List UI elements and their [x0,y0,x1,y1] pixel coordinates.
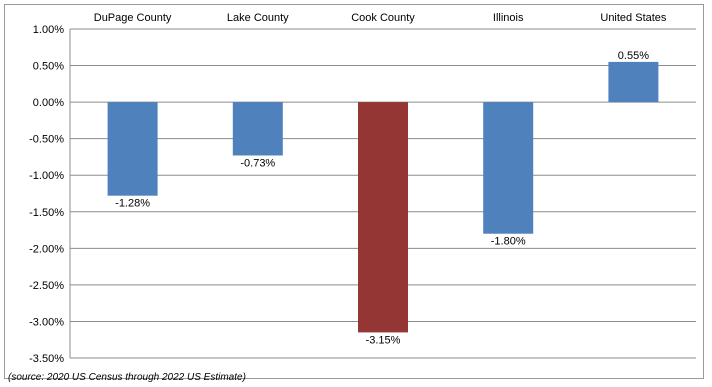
y-tick-label: 0.00% [33,97,64,109]
data-label: 0.55% [618,50,649,62]
bar [483,102,534,234]
chart-frame [4,4,704,379]
data-label: -1.28% [115,198,150,210]
data-label: -0.73% [240,157,275,169]
source-note: (source: 2020 US Census through 2022 US … [8,372,246,383]
category-label: United States [600,12,667,24]
category-label: Illinois [493,12,524,24]
category-label: DuPage County [94,12,172,24]
y-tick-label: -2.00% [29,243,64,255]
bar [358,102,408,333]
category-label: Cook County [351,12,415,24]
y-tick-label: 0.50% [33,61,64,73]
y-tick-label: -1.50% [29,207,64,219]
data-label: -1.80% [491,236,526,248]
y-tick-label: -1.00% [29,170,64,182]
data-label: -3.15% [366,334,401,346]
y-tick-label: -2.50% [29,280,64,292]
y-tick-label: 1.00% [33,24,64,36]
bar [107,102,158,196]
y-tick-label: -3.00% [29,316,64,328]
bar [608,61,659,103]
bar [232,102,283,156]
category-label: Lake County [227,12,289,24]
y-tick-label: -0.50% [29,134,64,146]
y-tick-label: -3.50% [29,353,64,365]
